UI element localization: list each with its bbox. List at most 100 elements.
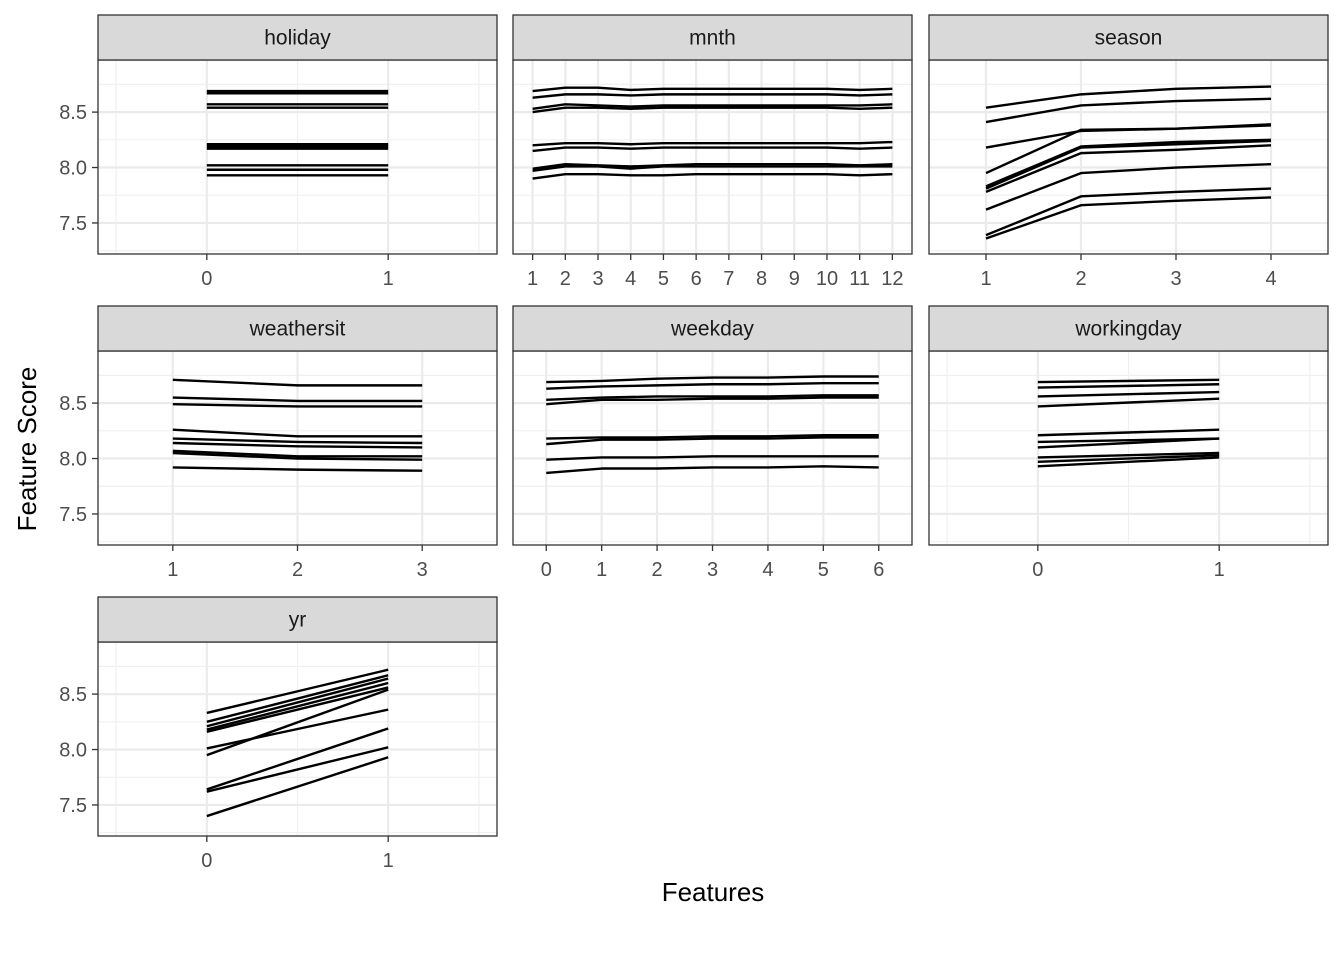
strip-background [928,305,1329,352]
series-line-8 [1037,451,1220,459]
facet-workingday: workingday 0 1 [928,305,1329,581]
strip-label: yr [289,609,307,632]
strip-label: season [1095,27,1163,50]
x-tick-label: 2 [652,559,663,581]
series-line-7 [985,144,1272,194]
y-tick-label: 8.5 [59,684,87,706]
x-tick-label: 3 [592,268,603,290]
series-line-2 [985,97,1272,124]
x-tick-label: 1 [383,268,394,290]
x-tick-label: 0 [201,268,212,290]
series-line-10 [206,756,389,818]
x-tick-label: 7 [723,268,734,290]
series-line-8 [985,163,1272,211]
x-tick-label: 10 [816,268,838,290]
series-line-3 [172,403,423,408]
x-tick-label: 8 [756,268,767,290]
strip-label: weekday [670,318,754,341]
series-line-5 [1037,428,1220,437]
series-line-1 [985,85,1272,109]
strip-background [512,14,913,61]
series-line-4 [172,428,423,438]
series-line-9 [1037,454,1220,464]
series-line-2 [546,381,879,390]
y-tick-label: 7.5 [59,795,87,817]
panel-background [513,60,912,254]
strip-label: weathersit [249,318,346,341]
series-line-3 [546,394,879,401]
series-line-1 [172,378,423,387]
y-tick-label: 7.5 [59,504,87,526]
series-line-6 [532,146,893,153]
series-line-7 [172,449,423,458]
x-tick-label: 1 [1214,559,1225,581]
series-line-3 [1037,390,1220,398]
series-line-5 [985,138,1272,188]
x-tick-label: 3 [1170,268,1181,290]
series-line-1 [206,668,389,715]
series-line-6 [172,441,423,449]
series-line-3 [206,677,389,728]
series-line-1 [546,375,879,384]
x-tick-label: 1 [383,850,394,872]
series-line-8 [532,165,893,173]
y-tick-label: 8.5 [59,102,87,124]
series-line-7 [532,163,893,170]
series-line-10 [1037,456,1220,468]
x-tick-label: 11 [849,268,870,290]
series-line-9 [172,466,423,472]
series-line-7 [206,708,389,750]
strip-background [97,305,498,352]
series-line-6 [985,139,1272,190]
y-tick-label: 8.0 [59,158,87,180]
x-tick-label: 4 [1265,268,1276,290]
series-line-2 [1037,383,1220,389]
x-tick-label: 2 [292,559,303,581]
strip-label: workingday [1074,318,1182,341]
series-line-8 [206,727,389,791]
x-tick-label: 0 [541,559,552,581]
series-line-5 [172,437,423,445]
series-line-4 [532,106,893,114]
x-tick-label: 1 [980,268,991,290]
strip-label: holiday [264,27,331,50]
x-tick-label: 1 [167,559,178,581]
x-tick-label: 0 [201,850,212,872]
series-line-4 [1037,397,1220,408]
series-line-2 [206,674,389,723]
y-tick-label: 8.0 [59,740,87,762]
series-line-4 [206,681,389,731]
x-tick-label: 5 [658,268,669,290]
series-line-5 [532,140,893,147]
facet-weekday: weekday 0 1 2 3 4 5 6 [512,305,913,581]
strip-background [512,305,913,352]
series-line-6 [206,688,389,757]
x-axis-title: Features [662,877,765,907]
series-line-4 [546,396,879,406]
series-line-9 [985,187,1272,237]
x-tick-label: 1 [596,559,607,581]
series-line-5 [206,686,389,733]
x-tick-label: 5 [818,559,829,581]
series-line-9 [532,172,893,180]
facet-holiday: holiday 0 1 7.5 8.0 8.5 [59,14,498,290]
series-line-7 [1037,437,1220,449]
series-line-2 [532,93,893,99]
series-line-8 [172,451,423,461]
x-tick-label: 3 [417,559,428,581]
series-line-10 [985,196,1272,240]
series-line-1 [1037,378,1220,384]
facet-weathersit: weathersit 1 2 3 7.5 8.0 8.5 [59,305,498,581]
x-tick-label: 6 [873,559,884,581]
x-tick-label: 2 [560,268,571,290]
strip-background [97,596,498,643]
x-tick-label: 9 [789,268,800,290]
series-line-3 [532,103,893,110]
y-tick-label: 8.5 [59,393,87,415]
x-tick-label: 0 [1032,559,1043,581]
strip-background [97,14,498,61]
series-line-7 [546,455,879,461]
series-line-8 [546,465,879,475]
